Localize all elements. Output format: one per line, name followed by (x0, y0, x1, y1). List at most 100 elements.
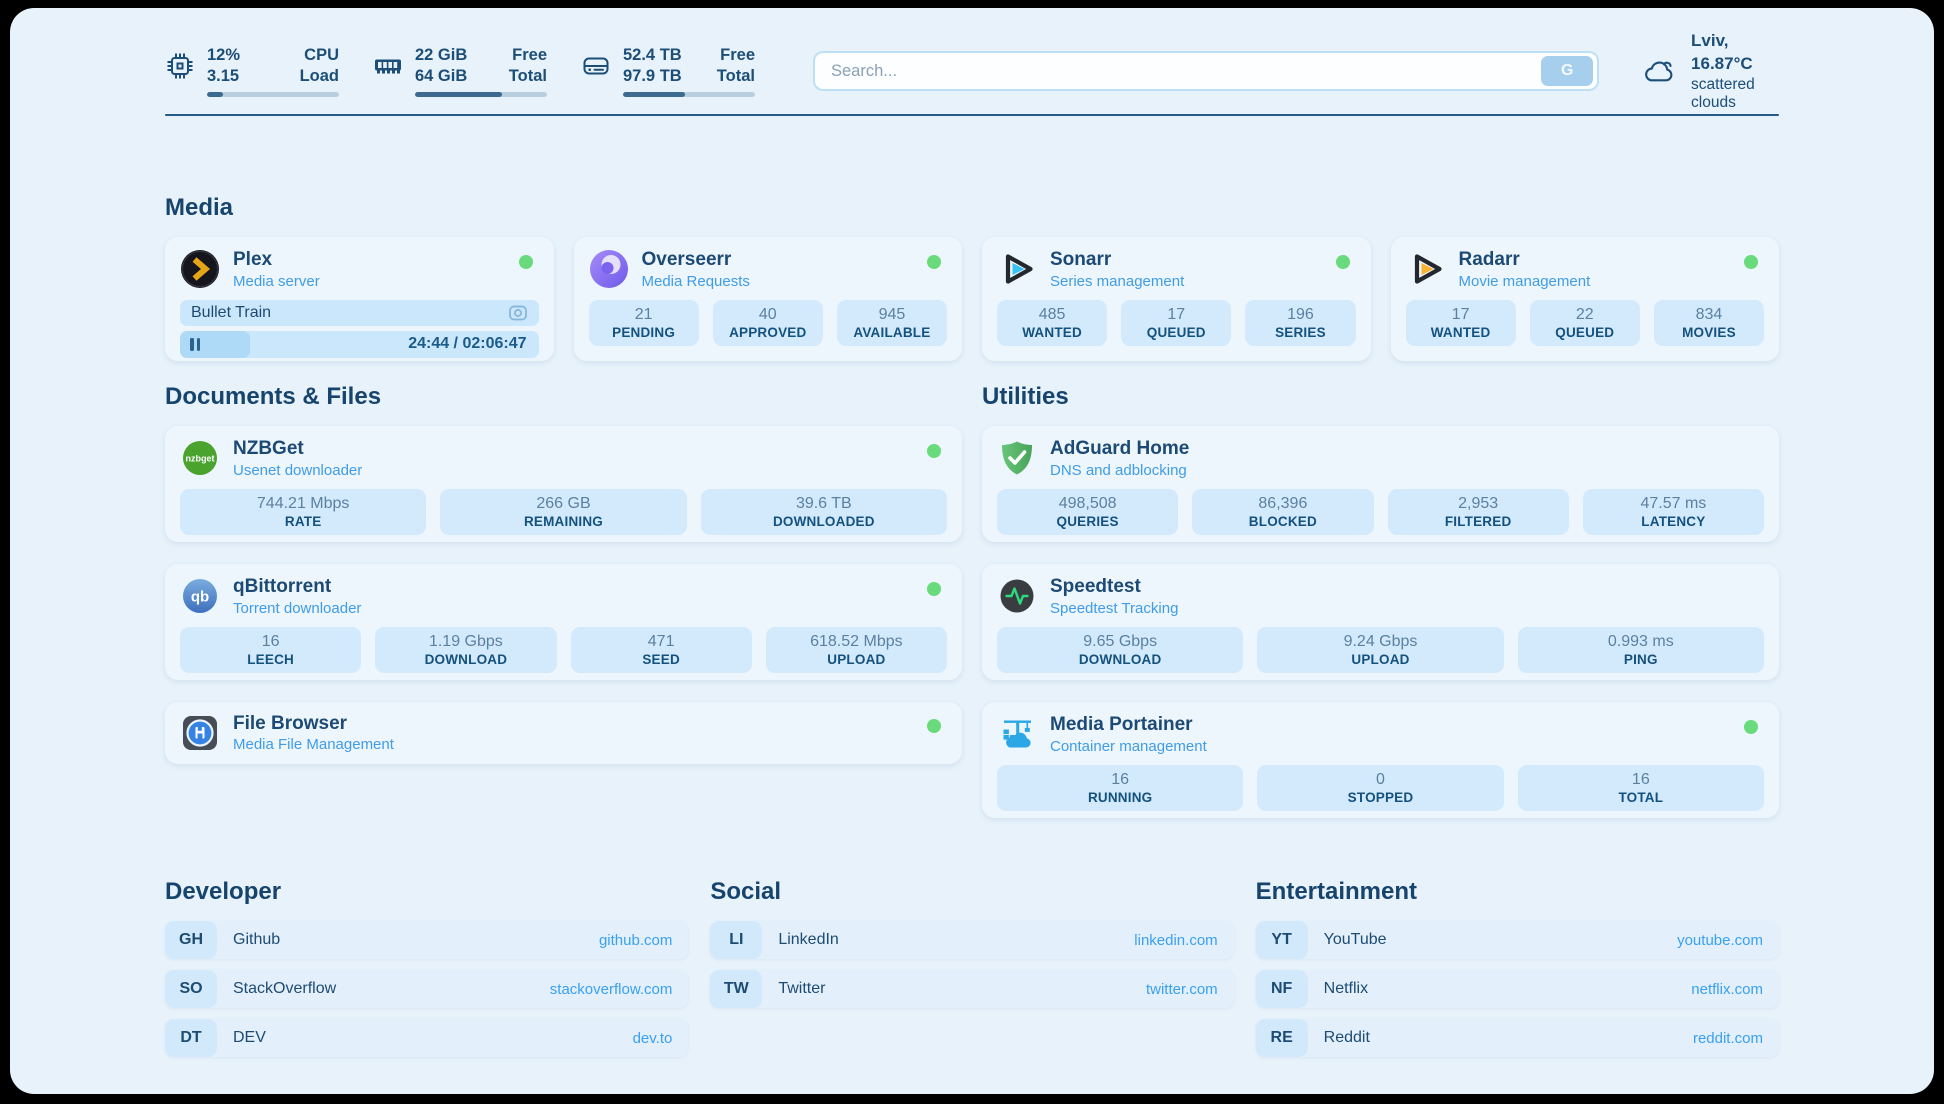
cpu-progress-bar (207, 92, 339, 98)
cpu-icon (167, 53, 193, 79)
link-url: github.com (598, 931, 673, 949)
now-playing-row[interactable]: Bullet Train (180, 299, 539, 326)
search-input[interactable] (815, 61, 1542, 81)
plex-icon (181, 250, 219, 289)
link-github[interactable]: GH Github github.com (165, 921, 689, 959)
disk-metric: 52.4 TB 97.9 TB Free Total (581, 45, 755, 98)
app-card-filebrowser[interactable]: File Browser Media File Management (165, 702, 962, 764)
link-name: LinkedIn (778, 931, 839, 948)
session-camera-icon[interactable] (508, 303, 528, 323)
adguard-icon (1002, 441, 1032, 475)
cloud-icon (1645, 61, 1673, 82)
link-abbr: TW (710, 970, 763, 1008)
status-dot (927, 255, 941, 269)
app-subtitle: Usenet downloader (233, 461, 363, 479)
section-title-social: Social (710, 878, 782, 905)
cpu-load: 3.15 (207, 66, 240, 85)
ram-label-1: Free (512, 45, 547, 64)
dashboard-page: 12% 3.15 CPU Load (10, 8, 1934, 1094)
disk-total: 97.9 TB (623, 66, 682, 85)
stat-latency: 47.57 ms LATENCY (1582, 488, 1764, 535)
app-subtitle: Media Requests (641, 272, 750, 290)
links-social: Social LI LinkedIn linkedin.com TW Twitt… (710, 878, 1234, 1068)
stat-rate: 744.21 Mbps RATE (180, 488, 427, 535)
qbittorrent-icon: qb (183, 579, 217, 614)
weather-condition: scattered clouds (1691, 75, 1755, 111)
status-dot (1335, 255, 1350, 269)
app-card-portainer[interactable]: Media Portainer Container management 16 R… (982, 702, 1779, 818)
playback-time: 24:44 / 02:06:47 (408, 334, 527, 352)
disk-label-1: Free (720, 45, 755, 64)
stat-available: 945 AVAILABLE (836, 299, 948, 346)
stat-leech: 16 LEECH (180, 626, 362, 673)
app-name: File Browser (233, 712, 348, 734)
radarr-icon (1414, 254, 1442, 285)
app-card-radarr[interactable]: Radarr Movie management 17 WANTED 22 QUEUE… (1390, 237, 1779, 361)
status-dot (518, 255, 533, 269)
stat-stopped: 0 STOPPED (1257, 764, 1504, 811)
link-url: stackoverflow.com (549, 980, 673, 998)
link-abbr: NF (1255, 970, 1308, 1008)
app-subtitle: Speedtest Tracking (1050, 599, 1179, 617)
app-card-qbittorrent[interactable]: qb qBittorrent Torrent downloader 16 LEEC… (165, 564, 962, 680)
links-developer: Developer GH Github github.com SO StackO… (165, 878, 689, 1068)
link-twitter[interactable]: TW Twitter twitter.com (710, 970, 1234, 1008)
stat-ping: 0.993 ms PING (1517, 626, 1764, 673)
speedtest-icon (1000, 579, 1034, 613)
ram-label-2: Total (508, 66, 547, 85)
link-abbr: YT (1255, 921, 1308, 959)
top-bar: 12% 3.15 CPU Load (165, 31, 1779, 111)
link-abbr: RE (1255, 1019, 1308, 1057)
playback-progress-bar[interactable]: 24:44 / 02:06:47 (180, 330, 539, 358)
stat-queued: 17 QUEUED (1121, 299, 1232, 346)
link-youtube[interactable]: YT YouTube youtube.com (1255, 921, 1779, 959)
link-name: Netflix (1323, 980, 1369, 997)
app-card-sonarr[interactable]: Sonarr Series management 485 WANTED 17 QUE… (982, 237, 1371, 361)
app-card-nzbget[interactable]: nzbget NZBGet Usenet downloader 744.21 M… (165, 426, 962, 542)
app-name: Overseerr (641, 249, 732, 270)
link-name: Twitter (778, 980, 826, 997)
disk-free: 52.4 TB (623, 45, 682, 64)
stat-downloaded: 39.6 TB DOWNLOADED (700, 488, 947, 535)
app-name: Speedtest (1050, 576, 1141, 597)
stat-blocked: 86,396 BLOCKED (1192, 488, 1374, 535)
app-name: Media Portainer (1050, 714, 1193, 735)
search-engine-button[interactable]: G (1541, 56, 1594, 86)
section-title-documents: Documents & Files (165, 383, 382, 410)
app-card-adguard[interactable]: AdGuard Home DNS and adblocking 498,508 Q… (982, 426, 1779, 542)
ram-free: 22 GiB (415, 45, 468, 64)
link-netflix[interactable]: NF Netflix netflix.com (1255, 970, 1779, 1008)
stat-filtered: 2,953 FILTERED (1387, 488, 1569, 535)
stat-queries: 498,508 QUERIES (997, 488, 1179, 535)
stat-series: 196 SERIES (1245, 299, 1356, 346)
app-name: NZBGet (233, 438, 304, 459)
link-url: twitter.com (1145, 980, 1218, 998)
stat-remaining: 266 GB REMAINING (440, 488, 687, 535)
app-subtitle: Container management (1050, 737, 1207, 755)
section-title-utilities: Utilities (982, 383, 1069, 410)
cpu-metric: 12% 3.15 CPU Load (165, 45, 339, 98)
ram-total: 64 GiB (415, 66, 468, 85)
disk-icon (583, 57, 609, 75)
app-card-overseerr[interactable]: Overseerr Media Requests 21 PENDING 40 APP… (573, 237, 962, 361)
disk-progress-bar (623, 92, 755, 98)
header-divider (165, 114, 1779, 116)
section-title-media: Media (165, 194, 234, 221)
section-title-entertainment: Entertainment (1255, 878, 1418, 905)
app-card-speedtest[interactable]: Speedtest Speedtest Tracking 9.65 Gbps DO… (982, 564, 1779, 680)
link-stackoverflow[interactable]: SO StackOverflow stackoverflow.com (165, 970, 689, 1008)
cpu-percent: 12% (207, 45, 241, 64)
links-entertainment: Entertainment YT YouTube youtube.com NF … (1255, 878, 1779, 1068)
link-dev[interactable]: DT DEV dev.to (165, 1019, 689, 1057)
link-linkedin[interactable]: LI LinkedIn linkedin.com (710, 921, 1234, 959)
link-url: youtube.com (1677, 931, 1763, 949)
app-name: Plex (233, 249, 273, 270)
app-card-plex[interactable]: Plex Media server Bullet Train (165, 237, 554, 361)
app-subtitle: Movie management (1458, 272, 1591, 290)
link-name: Reddit (1323, 1029, 1370, 1046)
sonarr-icon (1005, 254, 1033, 285)
media-grid: Plex Media server Bullet Train (165, 237, 1779, 361)
link-url: netflix.com (1691, 980, 1763, 998)
link-reddit[interactable]: RE Reddit reddit.com (1255, 1019, 1779, 1057)
stat-download: 1.19 Gbps DOWNLOAD (375, 626, 557, 673)
